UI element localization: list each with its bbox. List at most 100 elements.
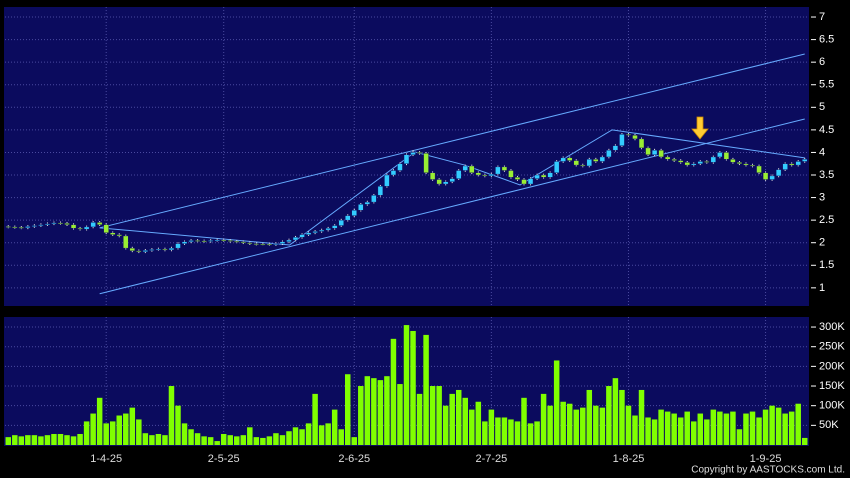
y-tick-label: 2 bbox=[819, 237, 825, 249]
candle-body bbox=[704, 161, 710, 163]
volume-bar bbox=[606, 386, 612, 445]
volume-bar bbox=[194, 433, 201, 445]
candle-body bbox=[162, 248, 168, 251]
volume-bar bbox=[664, 411, 671, 445]
candle-body bbox=[723, 152, 730, 160]
trend-line bbox=[99, 129, 805, 246]
candle-body bbox=[743, 163, 749, 166]
candle-body bbox=[730, 159, 736, 163]
candle-body bbox=[449, 178, 455, 182]
volume-bar bbox=[273, 433, 279, 445]
candle-body bbox=[338, 219, 344, 226]
candle-body bbox=[96, 222, 103, 225]
candle-body bbox=[371, 195, 377, 203]
volume-bar bbox=[103, 423, 109, 445]
candle-body bbox=[606, 149, 612, 158]
volume-bar bbox=[149, 435, 155, 445]
y-tick-label: 4 bbox=[819, 146, 825, 158]
candle-body bbox=[586, 159, 592, 167]
candle-body bbox=[658, 149, 664, 158]
y-tick-label: 3.5 bbox=[819, 169, 834, 181]
candle-body bbox=[717, 152, 723, 158]
candle-body bbox=[612, 145, 619, 151]
candle-body bbox=[462, 165, 468, 171]
volume-bar bbox=[227, 435, 233, 445]
y-tick-label: 200K bbox=[819, 360, 845, 372]
signal-arrow bbox=[691, 116, 709, 140]
y-tick-label: 5.5 bbox=[819, 79, 834, 91]
volume-bar bbox=[684, 411, 690, 445]
volume-bar bbox=[566, 403, 573, 445]
volume-bar bbox=[175, 405, 181, 445]
volume-bar bbox=[710, 409, 717, 445]
volume-bar bbox=[756, 417, 762, 445]
volume-bar bbox=[207, 437, 214, 445]
volume-bar bbox=[580, 407, 586, 445]
volume-bar bbox=[220, 433, 227, 445]
volume-bar bbox=[442, 405, 449, 445]
volume-bar bbox=[436, 386, 442, 445]
y-tick-label: 6.5 bbox=[819, 34, 834, 46]
volume-bar bbox=[123, 413, 129, 445]
candle-body bbox=[710, 156, 717, 163]
volume-bar bbox=[769, 405, 775, 445]
candle-body bbox=[645, 147, 651, 155]
candle-body bbox=[312, 231, 318, 233]
volume-bar bbox=[390, 338, 397, 445]
volume-bar bbox=[312, 393, 318, 445]
volume-bar bbox=[638, 389, 645, 445]
y-tick-label: 6 bbox=[819, 56, 825, 68]
candle-body bbox=[142, 250, 149, 252]
candle-body bbox=[44, 223, 51, 225]
candle-body bbox=[31, 225, 38, 227]
candle-body bbox=[429, 172, 436, 180]
volume-bar bbox=[142, 433, 149, 445]
candle-body bbox=[240, 241, 246, 244]
volume-bar bbox=[736, 429, 743, 445]
candle-body bbox=[194, 240, 201, 242]
candle-body bbox=[390, 170, 397, 176]
candle-body bbox=[775, 169, 782, 177]
candle-body bbox=[364, 201, 371, 205]
candle-body bbox=[410, 152, 416, 155]
candle-body bbox=[495, 166, 501, 175]
volume-bar bbox=[188, 429, 194, 445]
candle-body bbox=[514, 177, 521, 180]
candle-body bbox=[123, 235, 129, 249]
candle-body bbox=[351, 210, 357, 216]
candle-body bbox=[214, 239, 220, 242]
candle-body bbox=[678, 160, 684, 163]
volume-bar bbox=[279, 435, 286, 445]
volume-bar bbox=[527, 423, 534, 445]
candle-body bbox=[110, 232, 116, 235]
volume-bar bbox=[240, 435, 247, 445]
candle-body bbox=[70, 224, 77, 229]
volume-bar bbox=[730, 411, 736, 445]
volume-bar bbox=[612, 378, 619, 445]
y-tick-label: 100K bbox=[819, 400, 845, 412]
volume-bar bbox=[625, 405, 632, 445]
candle-body bbox=[625, 134, 632, 136]
volume-bar bbox=[377, 380, 384, 445]
candle-body bbox=[64, 223, 70, 225]
volume-bar bbox=[292, 427, 299, 445]
volume-bar bbox=[534, 421, 540, 445]
candle-body bbox=[736, 162, 743, 164]
volume-bar bbox=[488, 409, 495, 445]
volume-bar bbox=[116, 415, 122, 445]
volume-bar bbox=[44, 435, 51, 445]
volume-bar bbox=[717, 411, 723, 445]
x-tick-label: 2-6-25 bbox=[338, 453, 370, 465]
candle-body bbox=[547, 172, 553, 178]
volume-bar bbox=[345, 374, 351, 445]
volume-bar bbox=[136, 419, 142, 445]
candle-body bbox=[482, 174, 488, 177]
y-tick-label: 150K bbox=[819, 380, 845, 392]
candle-body bbox=[762, 172, 769, 180]
y-tick-label: 4.5 bbox=[819, 124, 834, 136]
volume-bar bbox=[305, 423, 312, 445]
volume-bar bbox=[658, 409, 664, 445]
volume-bar bbox=[469, 409, 475, 445]
volume-bar bbox=[397, 384, 403, 445]
